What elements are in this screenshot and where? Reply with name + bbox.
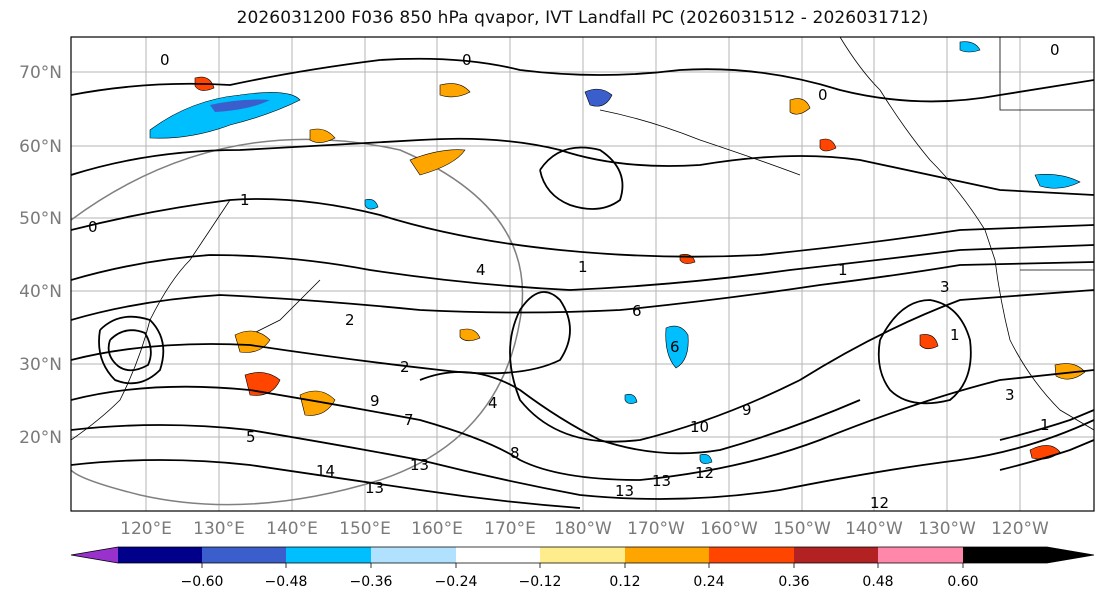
lon-label: 150°E bbox=[339, 519, 391, 539]
coastlines bbox=[71, 37, 1094, 441]
contour-label: 13 bbox=[365, 479, 384, 497]
contour-label: 1 bbox=[240, 191, 250, 209]
colorbar-tick-label: 0.48 bbox=[862, 574, 893, 590]
colorbar-tick-label: 0.36 bbox=[778, 574, 809, 590]
colorbar-ticks: −0.60 −0.48 −0.36 −0.24 −0.12 0.12 0.24 … bbox=[181, 563, 979, 590]
lon-label: 160°W bbox=[700, 519, 758, 539]
lat-label: 70°N bbox=[19, 63, 62, 83]
lon-label: 170°E bbox=[484, 519, 536, 539]
contour-label: 10 bbox=[690, 418, 709, 436]
latitude-labels: 70°N 60°N 50°N 40°N 30°N 20°N bbox=[19, 63, 62, 448]
contour-label: 0 bbox=[462, 51, 472, 69]
colorbar-tick-label: −0.24 bbox=[435, 574, 478, 590]
colorbar-extend-low bbox=[71, 547, 118, 563]
colorbar bbox=[70, 546, 1095, 564]
contour-label: 3 bbox=[1005, 386, 1015, 404]
contour-label: 1 bbox=[950, 326, 960, 344]
map-title: 2026031200 F036 850 hPa qvapor, IVT Land… bbox=[236, 8, 929, 28]
contour-label: 0 bbox=[88, 218, 98, 236]
colorbar-extend-high bbox=[963, 547, 1094, 563]
lon-label: 160°E bbox=[411, 519, 463, 539]
longitude-labels: 120°E 130°E 140°E 150°E 160°E 170°E 180°… bbox=[120, 519, 1049, 539]
lon-label: 150°W bbox=[773, 519, 831, 539]
contour-label: 12 bbox=[695, 464, 714, 482]
lon-label: 140°E bbox=[266, 519, 318, 539]
contour-label: 7 bbox=[404, 411, 414, 429]
contour-label: 0 bbox=[1050, 41, 1060, 59]
contour-label: 0 bbox=[818, 86, 828, 104]
contour-label: 4 bbox=[476, 261, 486, 279]
contour-label: 2 bbox=[345, 311, 355, 329]
contour-label: 6 bbox=[670, 338, 680, 356]
lat-label: 50°N bbox=[19, 209, 62, 229]
contour-label: 13 bbox=[615, 482, 634, 500]
lon-label: 130°W bbox=[918, 519, 976, 539]
contour-label: 6 bbox=[632, 302, 642, 320]
contour-label: 8 bbox=[510, 444, 520, 462]
contour-label: 0 bbox=[160, 51, 170, 69]
colorbar-tick-label: 0.12 bbox=[609, 574, 640, 590]
region-outline bbox=[71, 138, 524, 506]
lon-label: 180°W bbox=[554, 519, 612, 539]
colorbar-segment bbox=[625, 547, 709, 563]
lat-label: 40°N bbox=[19, 282, 62, 302]
colorbar-tick-label: −0.12 bbox=[519, 574, 562, 590]
colorbar-segment bbox=[202, 547, 286, 563]
contour-label: 2 bbox=[400, 358, 410, 376]
colorbar-segment bbox=[540, 547, 625, 563]
colorbar-tick-label: −0.36 bbox=[350, 574, 393, 590]
colorbar-segment bbox=[371, 547, 456, 563]
contour-label: 3 bbox=[940, 278, 950, 296]
contour-label: 13 bbox=[652, 472, 671, 490]
contour-label-group: 0 0 0 0 0 1 1 1 1 1 3 3 4 6 6 2 2 9 9 10… bbox=[88, 41, 1060, 512]
colorbar-tick-label: −0.48 bbox=[265, 574, 308, 590]
contour-label: 4 bbox=[488, 394, 498, 412]
contour-lines bbox=[71, 57, 1094, 509]
lon-label: 120°W bbox=[991, 519, 1049, 539]
lon-label: 130°E bbox=[193, 519, 245, 539]
contour-label: 1 bbox=[1040, 416, 1050, 434]
contour-label: 1 bbox=[838, 261, 848, 279]
colorbar-segment bbox=[118, 547, 202, 563]
contour-label: 13 bbox=[410, 456, 429, 474]
contour-label: 9 bbox=[742, 401, 752, 419]
shaded-patches bbox=[149, 41, 1086, 464]
lat-label: 60°N bbox=[19, 137, 62, 157]
lon-label: 170°W bbox=[627, 519, 685, 539]
lat-label: 20°N bbox=[19, 428, 62, 448]
colorbar-tick-label: −0.60 bbox=[181, 574, 224, 590]
colorbar-tick-label: 0.24 bbox=[693, 574, 724, 590]
colorbar-tick-label: 0.60 bbox=[947, 574, 978, 590]
colorbar-segment bbox=[286, 547, 371, 563]
colorbar-segment bbox=[794, 547, 878, 563]
contour-label: 12 bbox=[870, 494, 889, 512]
colorbar-segment bbox=[709, 547, 794, 563]
lon-label: 140°W bbox=[845, 519, 903, 539]
colorbar-segment bbox=[878, 547, 963, 563]
contour-label: 1 bbox=[578, 258, 588, 276]
lat-label: 30°N bbox=[19, 355, 62, 375]
colorbar-segment bbox=[456, 547, 540, 563]
contour-label: 9 bbox=[370, 392, 380, 410]
plot-frame bbox=[70, 36, 1095, 512]
contour-label: 14 bbox=[316, 462, 335, 480]
lon-label: 120°E bbox=[120, 519, 172, 539]
contour-label: 5 bbox=[246, 428, 256, 446]
